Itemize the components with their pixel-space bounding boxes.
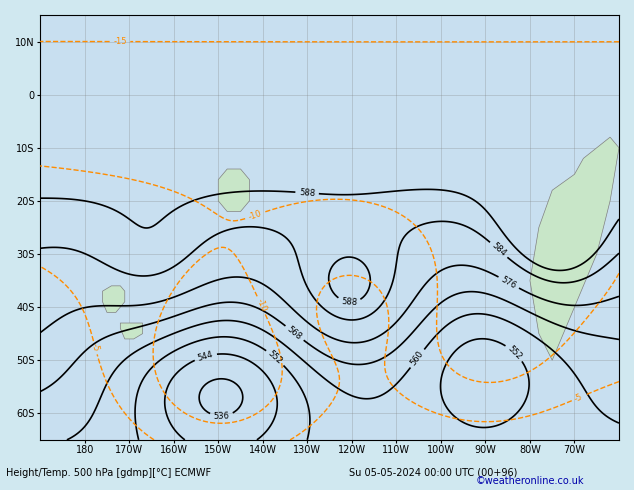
Polygon shape xyxy=(530,137,619,360)
Text: 536: 536 xyxy=(214,411,230,420)
Text: Su 05-05-2024 00:00 UTC (00+96): Su 05-05-2024 00:00 UTC (00+96) xyxy=(349,468,517,478)
Polygon shape xyxy=(103,286,125,313)
Text: 576: 576 xyxy=(500,275,518,291)
Text: 588: 588 xyxy=(299,188,315,198)
Text: 552: 552 xyxy=(266,349,284,367)
Text: 544: 544 xyxy=(197,350,214,363)
Text: -10: -10 xyxy=(247,209,262,222)
Text: ©weatheronline.co.uk: ©weatheronline.co.uk xyxy=(476,476,584,486)
Text: -5: -5 xyxy=(90,343,101,353)
Polygon shape xyxy=(120,323,143,339)
Text: 588: 588 xyxy=(341,297,358,307)
Text: -15: -15 xyxy=(113,37,127,46)
Text: 560: 560 xyxy=(409,349,425,368)
Text: -10: -10 xyxy=(254,297,268,313)
Text: Height/Temp. 500 hPa [gdmp][°C] ECMWF: Height/Temp. 500 hPa [gdmp][°C] ECMWF xyxy=(6,468,212,478)
Text: 584: 584 xyxy=(490,241,508,259)
Polygon shape xyxy=(218,169,249,212)
Text: -5: -5 xyxy=(573,392,584,404)
Text: 568: 568 xyxy=(285,324,304,342)
Text: 552: 552 xyxy=(506,344,523,362)
